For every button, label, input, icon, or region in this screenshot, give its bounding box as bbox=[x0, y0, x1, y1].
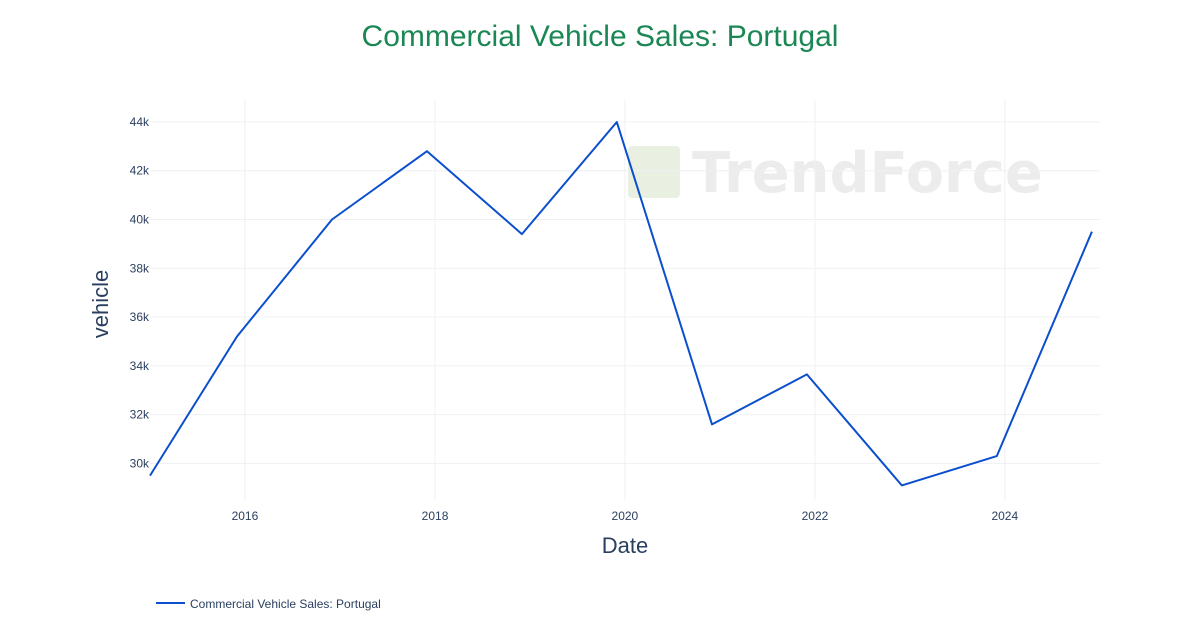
data-point[interactable] bbox=[897, 480, 907, 490]
y-tick-label: 36k bbox=[130, 310, 150, 324]
y-tick-label: 34k bbox=[130, 359, 150, 373]
y-tick-label: 32k bbox=[130, 408, 150, 422]
x-axis-ticks: 2016 2018 2020 2022 2024 bbox=[232, 509, 1019, 523]
data-point[interactable] bbox=[145, 471, 155, 481]
y-tick-label: 40k bbox=[130, 213, 150, 227]
y-tick-label: 44k bbox=[130, 115, 150, 129]
series-layer bbox=[145, 117, 1097, 490]
trendforce-watermark-logo: TrendForce bbox=[628, 141, 1043, 206]
y-axis-title: vehicle bbox=[88, 270, 113, 338]
x-tick-label: 2022 bbox=[802, 509, 829, 523]
data-point[interactable] bbox=[517, 229, 527, 239]
data-point[interactable] bbox=[802, 369, 812, 379]
y-axis-ticks: 30k 32k 34k 36k 38k 40k 42k 44k bbox=[130, 115, 150, 470]
y-tick-label: 30k bbox=[130, 456, 150, 470]
x-tick-label: 2016 bbox=[232, 509, 259, 523]
series-line[interactable] bbox=[149, 121, 1093, 487]
data-point[interactable] bbox=[1087, 227, 1097, 237]
data-point[interactable] bbox=[992, 451, 1002, 461]
y-tick-label: 42k bbox=[130, 164, 150, 178]
y-tick-label: 38k bbox=[130, 261, 150, 275]
legend-label: Commercial Vehicle Sales: Portugal bbox=[190, 597, 381, 611]
data-point[interactable] bbox=[422, 146, 432, 156]
x-axis-title: Date bbox=[602, 533, 648, 558]
data-point[interactable] bbox=[707, 419, 717, 429]
x-tick-label: 2024 bbox=[991, 509, 1018, 523]
x-tick-label: 2018 bbox=[422, 509, 449, 523]
chart-title: Commercial Vehicle Sales: Portugal bbox=[361, 20, 839, 53]
legend[interactable]: Commercial Vehicle Sales: Portugal bbox=[156, 597, 381, 611]
x-tick-label: 2020 bbox=[612, 509, 639, 523]
data-point[interactable] bbox=[327, 215, 337, 225]
data-point[interactable] bbox=[232, 332, 242, 342]
watermark-text: TrendForce bbox=[692, 141, 1043, 206]
grid-lines bbox=[150, 100, 1100, 500]
data-point[interactable] bbox=[612, 117, 622, 127]
